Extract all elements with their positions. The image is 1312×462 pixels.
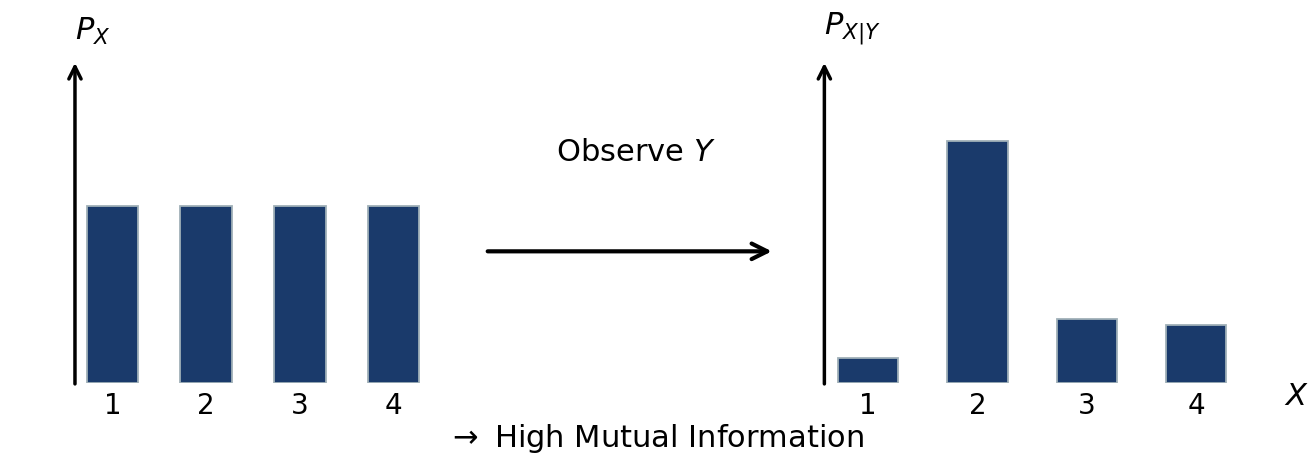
- Bar: [87, 206, 138, 383]
- Bar: [367, 206, 420, 383]
- Bar: [1056, 319, 1117, 383]
- Text: $P_{X|Y}$: $P_{X|Y}$: [824, 11, 882, 47]
- Bar: [274, 206, 325, 383]
- Text: $\rightarrow$ High Mutual Information: $\rightarrow$ High Mutual Information: [447, 422, 865, 456]
- Bar: [947, 141, 1008, 383]
- Text: $X$: $X$: [1283, 382, 1308, 411]
- Bar: [1166, 325, 1227, 383]
- Bar: [838, 358, 899, 383]
- Bar: [181, 206, 232, 383]
- Text: $P_X$: $P_X$: [75, 16, 110, 47]
- Text: Observe $Y$: Observe $Y$: [556, 138, 716, 167]
